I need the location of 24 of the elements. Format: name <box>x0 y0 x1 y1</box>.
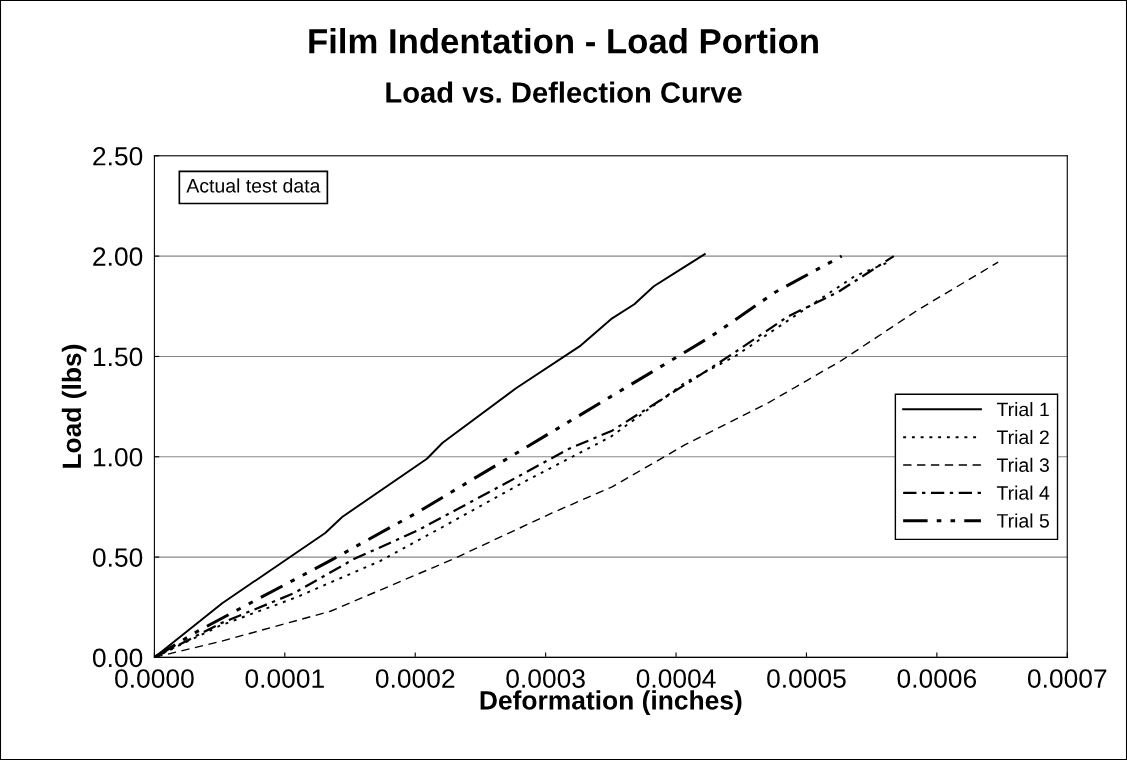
x-tick-label: 0.0007 <box>1027 669 1107 688</box>
chart-title: Film Indentation - Load Portion <box>309 28 818 54</box>
x-tick-label: 0.0003 <box>506 669 585 688</box>
annotation: Actual test data <box>186 178 321 193</box>
y-tick-label: 2.00 <box>93 247 143 266</box>
legend-label: Trial 3 <box>996 457 1049 473</box>
x-tick-label: 0.0005 <box>767 669 846 688</box>
x-tick-label: 0.0004 <box>636 669 716 688</box>
x-tick-label: 0.0006 <box>897 669 977 688</box>
legend-label: Trial 5 <box>996 513 1049 528</box>
x-axis-title: Deformation (inches) <box>480 690 742 715</box>
y-tick-label: 0.00 <box>92 648 143 668</box>
x-tick-label: 0.0000 <box>115 669 194 688</box>
y-tick-label: 1.00 <box>93 447 143 467</box>
legend-label: Trial 1 <box>996 402 1049 417</box>
legend-label: Trial 4 <box>996 485 1050 500</box>
y-axis-title: Load (lbs) <box>61 344 87 468</box>
y-tick-label: 2.50 <box>93 146 143 166</box>
y-tick-label: 1.50 <box>93 347 143 367</box>
x-tick-label: 0.0002 <box>375 669 455 688</box>
chart-subtitle: Load vs. Deflection Curve <box>386 81 742 103</box>
x-tick-label: 0.0001 <box>245 669 324 688</box>
y-tick-label: 0.50 <box>92 548 143 567</box>
legend-label: Trial 2 <box>996 429 1049 445</box>
